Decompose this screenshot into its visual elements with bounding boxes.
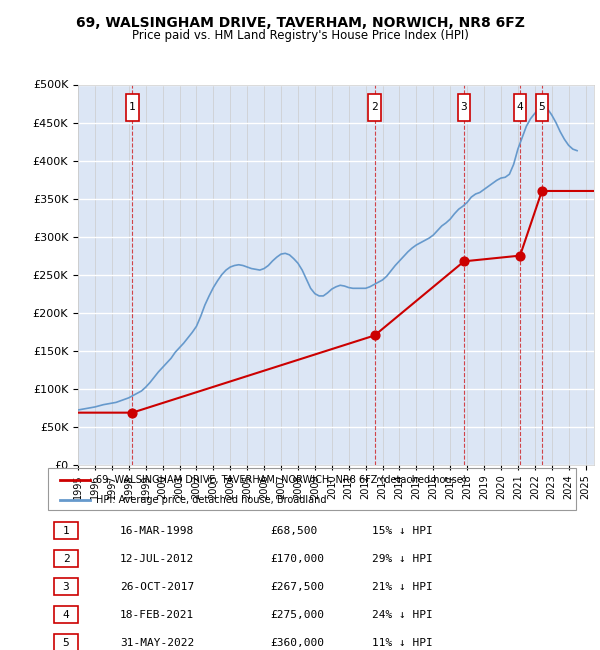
Point xyxy=(537,186,547,196)
Text: 4: 4 xyxy=(62,610,70,619)
FancyBboxPatch shape xyxy=(514,94,526,121)
Text: £275,000: £275,000 xyxy=(270,610,324,619)
Text: £68,500: £68,500 xyxy=(270,526,317,536)
Text: 2: 2 xyxy=(62,554,70,564)
Text: 24% ↓ HPI: 24% ↓ HPI xyxy=(372,610,433,619)
Text: 31-MAY-2022: 31-MAY-2022 xyxy=(120,638,194,647)
Text: 29% ↓ HPI: 29% ↓ HPI xyxy=(372,554,433,564)
FancyBboxPatch shape xyxy=(536,94,548,121)
Text: 12-JUL-2012: 12-JUL-2012 xyxy=(120,554,194,564)
Text: £267,500: £267,500 xyxy=(270,582,324,592)
Text: 4: 4 xyxy=(517,102,523,112)
Text: 18-FEB-2021: 18-FEB-2021 xyxy=(120,610,194,619)
Text: HPI: Average price, detached house, Broadland: HPI: Average price, detached house, Broa… xyxy=(96,495,326,504)
Text: 21% ↓ HPI: 21% ↓ HPI xyxy=(372,582,433,592)
Text: 69, WALSINGHAM DRIVE, TAVERHAM, NORWICH, NR8 6FZ: 69, WALSINGHAM DRIVE, TAVERHAM, NORWICH,… xyxy=(76,16,524,31)
Text: 1: 1 xyxy=(129,102,136,112)
FancyBboxPatch shape xyxy=(368,94,381,121)
Text: 1: 1 xyxy=(62,526,70,536)
Point xyxy=(370,330,379,341)
Text: 3: 3 xyxy=(461,102,467,112)
Text: £360,000: £360,000 xyxy=(270,638,324,647)
Text: 2: 2 xyxy=(371,102,378,112)
Point xyxy=(459,256,469,266)
Text: 3: 3 xyxy=(62,582,70,592)
Text: £170,000: £170,000 xyxy=(270,554,324,564)
Text: 26-OCT-2017: 26-OCT-2017 xyxy=(120,582,194,592)
Text: Price paid vs. HM Land Registry's House Price Index (HPI): Price paid vs. HM Land Registry's House … xyxy=(131,29,469,42)
FancyBboxPatch shape xyxy=(126,94,139,121)
FancyBboxPatch shape xyxy=(458,94,470,121)
Text: 69, WALSINGHAM DRIVE, TAVERHAM, NORWICH, NR8 6FZ (detached house): 69, WALSINGHAM DRIVE, TAVERHAM, NORWICH,… xyxy=(96,475,467,485)
Text: 5: 5 xyxy=(539,102,545,112)
Text: 15% ↓ HPI: 15% ↓ HPI xyxy=(372,526,433,536)
Text: 5: 5 xyxy=(62,638,70,647)
Text: 16-MAR-1998: 16-MAR-1998 xyxy=(120,526,194,536)
Point xyxy=(128,408,137,418)
Text: 11% ↓ HPI: 11% ↓ HPI xyxy=(372,638,433,647)
Point xyxy=(515,250,525,261)
